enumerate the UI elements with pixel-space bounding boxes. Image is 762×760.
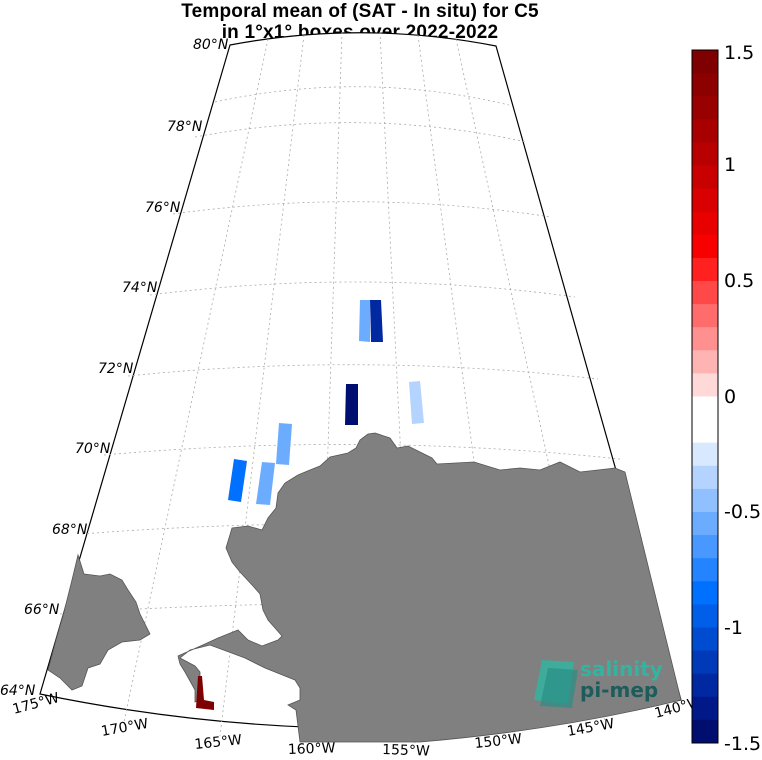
colorbar-segment <box>692 304 718 328</box>
lon-label-155W: 155°W <box>382 742 430 760</box>
colorbar-segment <box>692 442 718 467</box>
map-title-line1: Temporal mean of (SAT - In situ) for C5 <box>181 1 539 22</box>
colorbar-segment <box>692 396 718 421</box>
lat-label-80: 80°N <box>193 37 229 53</box>
data-box <box>409 381 424 424</box>
lon-label-165W: 165°W <box>194 732 243 753</box>
colorbar-segment <box>692 188 718 213</box>
lon-label-160W: 160°W <box>288 740 336 758</box>
data-box <box>196 676 214 710</box>
colorbar-segment <box>692 673 718 698</box>
salinity-logo-icon <box>534 660 578 708</box>
colorbar-segment <box>692 719 718 744</box>
colorbar-segment <box>692 535 718 559</box>
lon-label-170W: 170°W <box>100 716 150 740</box>
lon-label-150W: 150°W <box>474 731 523 752</box>
colorbar-segment <box>692 281 718 305</box>
colorbar-segment <box>692 257 718 282</box>
data-box <box>276 423 292 465</box>
lat-label-76: 76°N <box>145 200 181 216</box>
lat-label-70: 70°N <box>75 441 111 457</box>
colorbar-segment <box>692 512 718 536</box>
colorbar-segment <box>692 96 718 120</box>
colorbar-segment <box>692 73 718 97</box>
land-chukotka <box>47 553 151 691</box>
colorbar-segment <box>692 419 718 444</box>
colorbar-segment <box>692 234 718 259</box>
colorbar-segment <box>692 627 718 652</box>
colorbar-segment <box>692 488 718 513</box>
lat-labels: 80°N 78°N 76°N 74°N 72°N 70°N 68°N 66°N … <box>0 37 229 699</box>
lat-label-74: 74°N <box>122 280 158 296</box>
data-box <box>256 462 275 505</box>
colorbar-tick-minus1: -1 <box>724 617 743 639</box>
data-boxes <box>196 300 424 710</box>
colorbar-segment <box>692 373 718 397</box>
lat-label-68: 68°N <box>52 522 88 538</box>
data-box <box>228 459 247 502</box>
colorbar-tick-1.5: 1.5 <box>724 42 755 64</box>
logo-text-salinity: salinity <box>580 657 663 681</box>
lat-label-64: 64°N <box>0 683 36 699</box>
lat-label-72: 72°N <box>98 361 134 377</box>
colorbar-segment <box>692 142 718 166</box>
lat-label-66: 66°N <box>24 602 60 618</box>
data-box <box>345 384 358 425</box>
colorbar-tick-minus1.5: -1.5 <box>724 733 762 755</box>
colorbar <box>691 49 719 744</box>
colorbar-segment <box>692 350 718 374</box>
colorbar-segment <box>692 50 718 74</box>
colorbar-tick-1: 1 <box>724 154 737 176</box>
colorbar-segment <box>692 558 718 582</box>
colorbar-segment <box>692 119 718 143</box>
data-box <box>370 300 383 342</box>
colorbar-segment <box>692 696 718 721</box>
colorbar-segment <box>692 211 718 236</box>
colorbar-segment <box>692 327 718 351</box>
logo-text-pimep: pi-mep <box>580 678 659 702</box>
colorbar-segment <box>692 581 718 605</box>
colorbar-segment <box>692 165 718 190</box>
lat-label-78: 78°N <box>167 119 203 135</box>
colorbar-tick-0.5: 0.5 <box>724 270 755 292</box>
colorbar-segment <box>692 465 718 490</box>
data-box <box>359 300 370 342</box>
colorbar-segment <box>692 650 718 675</box>
colorbar-tick-minus0.5: -0.5 <box>724 501 762 523</box>
colorbar-segment <box>692 604 718 628</box>
colorbar-tick-0: 0 <box>724 386 737 408</box>
colorbar-border <box>691 49 719 744</box>
